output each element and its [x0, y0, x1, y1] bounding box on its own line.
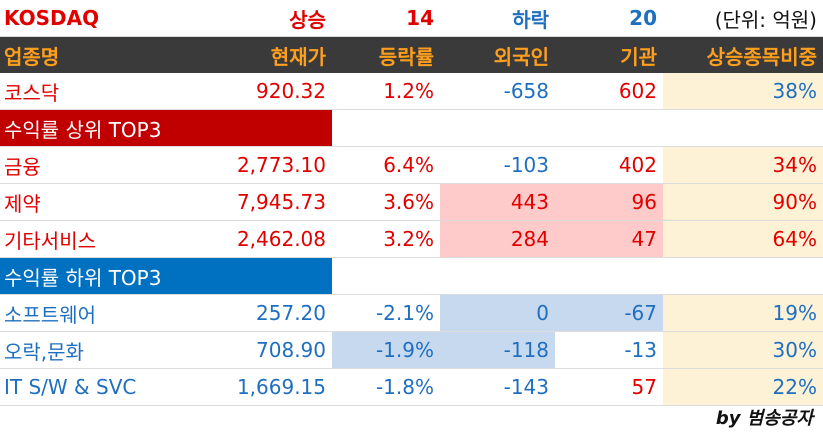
cell: 284 — [440, 220, 555, 258]
column-header: 현재가 — [210, 36, 332, 73]
up-label: 상승 — [210, 0, 332, 37]
cell: 코스닥 — [0, 73, 210, 110]
cell: -658 — [440, 73, 555, 110]
cell: 1.2% — [332, 73, 440, 110]
section-title: 수익률 하위 TOP3 — [0, 257, 332, 295]
cell: 3.6% — [332, 183, 440, 221]
row: 제약 7,945.73 3.6% 443 96 90% — [0, 183, 823, 221]
footer: by 범송공자 — [715, 408, 813, 429]
cell: -103 — [440, 146, 555, 184]
cell: 금융 — [0, 146, 210, 184]
cell: 2,773.10 — [210, 146, 332, 184]
cell: 34% — [663, 146, 823, 184]
cell: 402 — [555, 146, 663, 184]
column-header: 등락률 — [332, 36, 440, 73]
blank — [332, 257, 823, 295]
cell: 90% — [663, 183, 823, 221]
cell: 2,462.08 — [210, 220, 332, 258]
cell: 19% — [663, 294, 823, 332]
unit: (단위: 억원) — [663, 0, 823, 37]
down-label: 하락 — [440, 0, 555, 37]
cell: 443 — [440, 183, 555, 221]
row: 오락,문화 708.90 -1.9% -118 -13 30% — [0, 331, 823, 369]
cell: 제약 — [0, 183, 210, 221]
cell: -1.9% — [332, 331, 440, 369]
sector-table: KOSDAQ 상승 14 하락 20 (단위: 억원) 업종명 현재가 등락률 … — [0, 0, 823, 406]
market-row: 코스닥 920.32 1.2% -658 602 38% — [0, 73, 823, 110]
column-header: 상승종목비중 — [663, 36, 823, 73]
cell: 22% — [663, 368, 823, 406]
row: IT S/W & SVC 1,669.15 -1.8% -143 57 22% — [0, 368, 823, 406]
cell: 38% — [663, 73, 823, 110]
up-count: 14 — [332, 0, 440, 37]
row: 금융 2,773.10 6.4% -103 402 34% — [0, 146, 823, 184]
cell: 257.20 — [210, 294, 332, 332]
column-header: 외국인 — [440, 36, 555, 73]
cell: -118 — [440, 331, 555, 369]
index-name: KOSDAQ — [0, 0, 210, 37]
cell: 오락,문화 — [0, 331, 210, 369]
cell: -2.1% — [332, 294, 440, 332]
blank — [332, 109, 823, 147]
cell: 708.90 — [210, 331, 332, 369]
cell: -13 — [555, 331, 663, 369]
cell: 기타서비스 — [0, 220, 210, 258]
cell: 602 — [555, 73, 663, 110]
cell: -143 — [440, 368, 555, 406]
row: 기타서비스 2,462.08 3.2% 284 47 64% — [0, 220, 823, 258]
row: 소프트웨어 257.20 -2.1% 0 -67 19% — [0, 294, 823, 332]
down-count: 20 — [555, 0, 663, 37]
title-row: KOSDAQ 상승 14 하락 20 (단위: 억원) — [0, 0, 823, 37]
cell: 64% — [663, 220, 823, 258]
section-row: 수익률 상위 TOP3 — [0, 109, 823, 147]
cell: 920.32 — [210, 73, 332, 110]
column-header: 기관 — [555, 36, 663, 73]
cell: 0 — [440, 294, 555, 332]
cell: IT S/W & SVC — [0, 368, 210, 406]
cell: -1.8% — [332, 368, 440, 406]
cell: 6.4% — [332, 146, 440, 184]
cell: 3.2% — [332, 220, 440, 258]
section-row: 수익률 하위 TOP3 — [0, 257, 823, 295]
section-title: 수익률 상위 TOP3 — [0, 109, 332, 147]
cell: 57 — [555, 368, 663, 406]
cell: -67 — [555, 294, 663, 332]
cell: 47 — [555, 220, 663, 258]
cell: 소프트웨어 — [0, 294, 210, 332]
column-header: 업종명 — [0, 36, 210, 73]
column-header-row: 업종명 현재가 등락률 외국인 기관 상승종목비중 — [0, 36, 823, 73]
cell: 1,669.15 — [210, 368, 332, 406]
cell: 96 — [555, 183, 663, 221]
cell: 30% — [663, 331, 823, 369]
cell: 7,945.73 — [210, 183, 332, 221]
